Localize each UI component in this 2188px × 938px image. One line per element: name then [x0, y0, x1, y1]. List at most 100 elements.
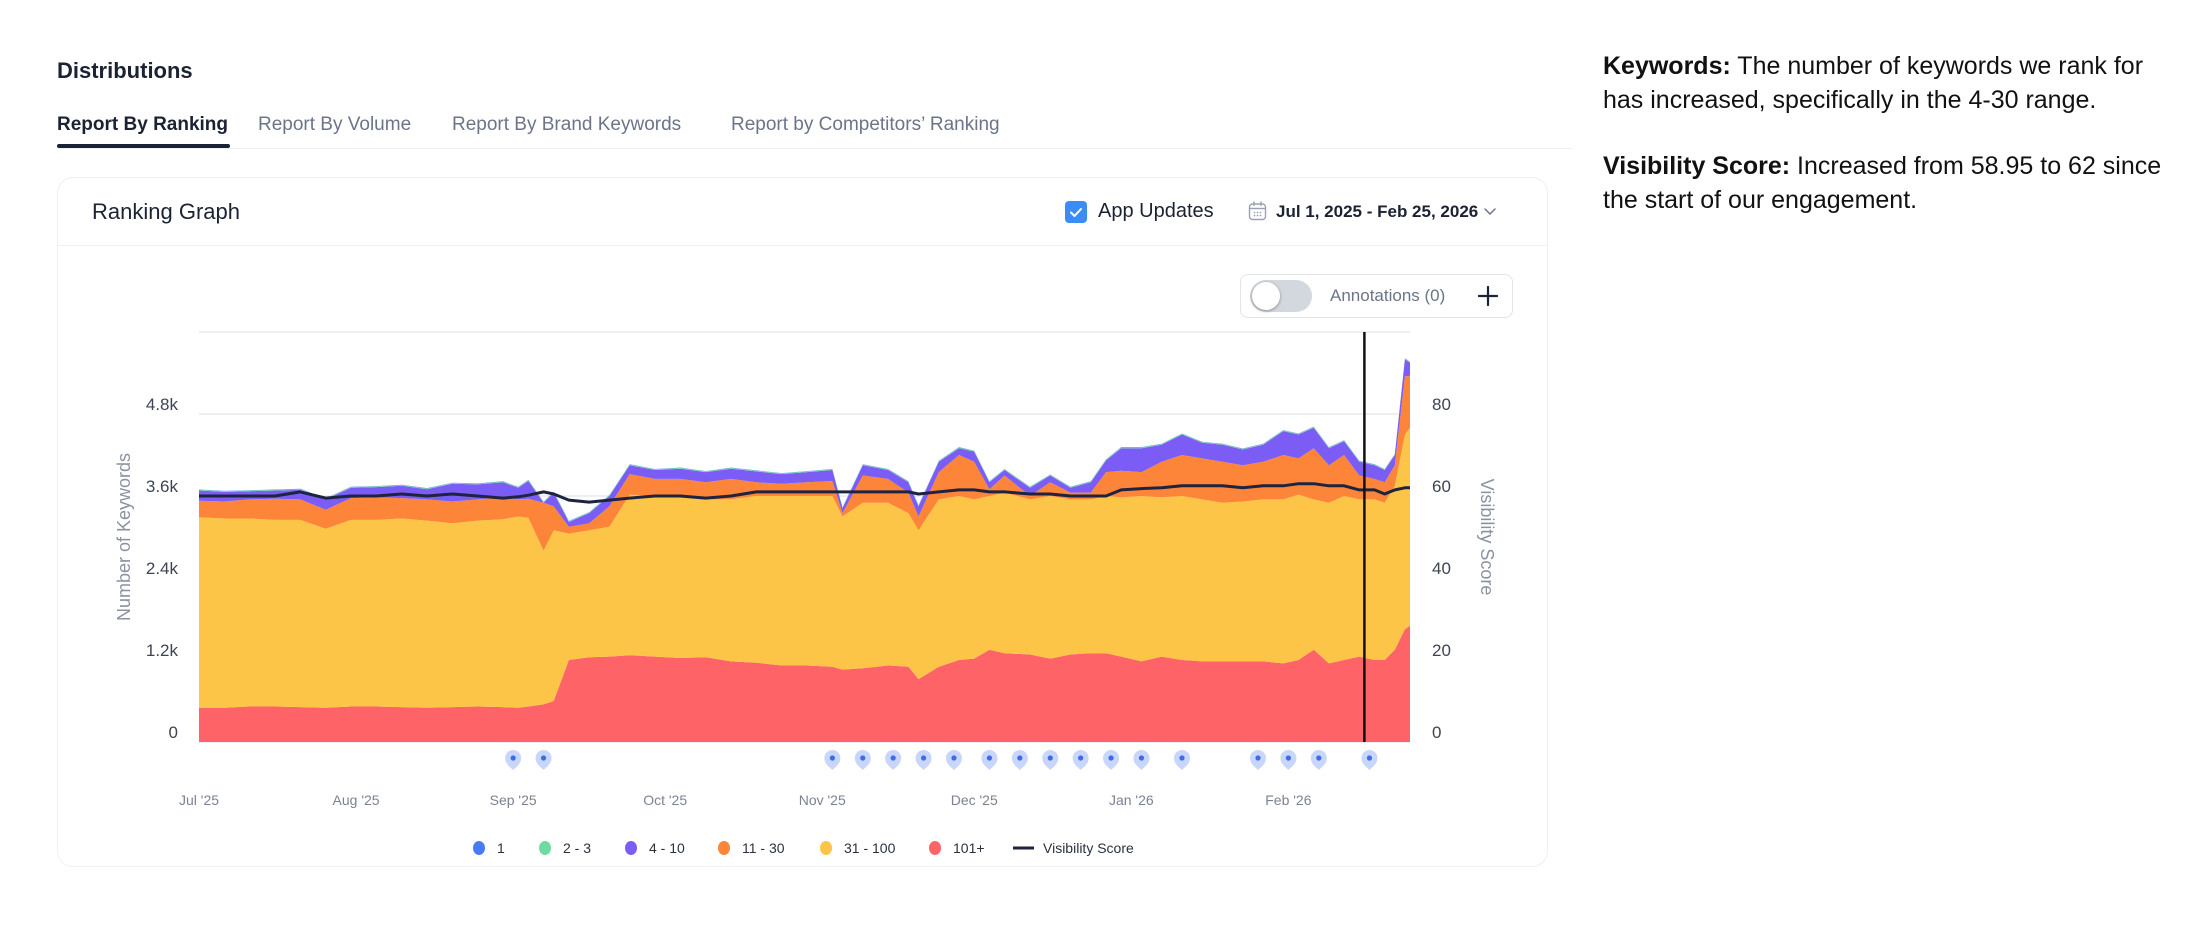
x-tick-label: Jul '25 — [179, 792, 219, 808]
tabs-divider — [57, 148, 1572, 149]
legend-item[interactable]: 4 - 10 — [625, 840, 685, 856]
annotation-pin[interactable] — [505, 750, 522, 770]
annotation-pin[interactable] — [535, 750, 552, 770]
annotation-pin-dot — [1078, 755, 1084, 761]
y-tick-label: 2.4k — [146, 559, 179, 578]
insights-notes: Keywords: The number of keywords we rank… — [1603, 50, 2163, 250]
legend-item[interactable]: 31 - 100 — [820, 840, 896, 856]
checkbox-checked-icon — [1070, 208, 1082, 217]
annotation-pin-dot — [1285, 755, 1291, 761]
annotation-pin[interactable] — [1249, 750, 1266, 770]
annotations-toggle-knob[interactable] — [1252, 282, 1280, 310]
annotation-pin[interactable] — [854, 750, 871, 770]
legend-item[interactable]: 2 - 3 — [539, 840, 591, 856]
y-axis-title: Number of Keywords — [114, 453, 134, 621]
annotation-pin[interactable] — [981, 750, 998, 770]
card-header-divider — [58, 245, 1547, 246]
legend-swatch — [929, 841, 941, 855]
annotation-pin[interactable] — [1173, 750, 1190, 770]
annotation-pin-dot — [1255, 755, 1261, 761]
x-tick-label: Sep '25 — [490, 792, 537, 808]
annotation-pin[interactable] — [1011, 750, 1028, 770]
annotation-pin-dot — [890, 755, 896, 761]
legend-label: Visibility Score — [1043, 840, 1134, 856]
annotation-pin-dot — [951, 755, 957, 761]
tab-report-by-ranking[interactable]: Report By Ranking — [57, 114, 229, 135]
legend: 1 2 - 3 4 - 10 11 - 30 31 - 100 101+ Visibilit… — [473, 840, 1134, 856]
y2-tick-label: 40 — [1432, 559, 1451, 578]
x-tick-label: Jan '26 — [1109, 792, 1154, 808]
annotations-label: Annotations (0) — [1330, 286, 1446, 305]
annotation-pin-dot — [1017, 755, 1023, 761]
stacked-areas — [199, 358, 1410, 742]
legend-swatch — [718, 841, 730, 855]
annotation-pin[interactable] — [1042, 750, 1059, 770]
card-title: Ranking Graph — [92, 199, 240, 224]
annotation-pin[interactable] — [885, 750, 902, 770]
legend-label: 101+ — [953, 840, 985, 856]
tab-report-by-competitors-ranking[interactable]: Report by Competitors’ Ranking — [731, 114, 1000, 135]
annotation-pin-dot — [540, 755, 547, 761]
annotation-pin[interactable] — [1361, 750, 1378, 770]
chevron-down-icon[interactable] — [1483, 204, 1497, 218]
legend-swatch — [539, 841, 551, 855]
annotation-pin-dot — [510, 755, 516, 761]
legend-item[interactable]: 1 — [473, 840, 505, 856]
annotation-pin[interactable] — [1072, 750, 1089, 770]
annotation-pins — [505, 750, 1378, 770]
annotation-pin[interactable] — [945, 750, 962, 770]
legend-item[interactable]: Visibility Score — [1013, 840, 1134, 856]
annotation-pin[interactable] — [1103, 750, 1120, 770]
y-tick-label: 4.8k — [146, 395, 179, 414]
legend-label: 31 - 100 — [844, 840, 896, 856]
annotation-pin-dot — [860, 755, 866, 761]
annotation-pin[interactable] — [1133, 750, 1150, 770]
legend-item[interactable]: 11 - 30 — [718, 840, 785, 856]
keywords-note-text: The number of keywords we rank for has i… — [1603, 52, 2144, 114]
legend-label: 4 - 10 — [649, 840, 685, 856]
area-series-101+ — [199, 625, 1410, 742]
calendar-icon[interactable] — [1248, 201, 1267, 221]
legend-swatch — [625, 841, 637, 855]
annotation-pin-dot — [1138, 755, 1145, 761]
visibility-score-line — [199, 482, 1410, 504]
x-tick-label: Nov '25 — [799, 792, 846, 808]
visibility-note-text: Increased from 58.95 to 62 since the sta… — [1603, 152, 2162, 214]
legend-label: 2 - 3 — [563, 840, 591, 856]
y2-tick-label: 80 — [1432, 395, 1451, 414]
x-tick-label: Oct '25 — [643, 792, 687, 808]
legend-label: 11 - 30 — [742, 840, 785, 856]
annotation-pin-dot — [1047, 755, 1053, 761]
annotation-pin-dot — [920, 755, 927, 761]
legend-swatch — [473, 841, 485, 855]
keywords-note: Keywords: The number of keywords we rank… — [1603, 50, 2163, 117]
tab-report-by-brand-keywords[interactable]: Report By Brand Keywords — [452, 114, 682, 135]
annotation-pin-dot — [829, 755, 835, 761]
date-range-picker[interactable]: Jul 1, 2025 - Feb 25, 2026 — [1276, 202, 1479, 221]
area-series-31-100 — [199, 427, 1410, 708]
legend-item[interactable]: 101+ — [929, 840, 985, 856]
app-updates-checkbox[interactable] — [1065, 201, 1087, 223]
annotation-pin[interactable] — [1280, 750, 1297, 770]
legend-label: 1 — [497, 840, 505, 856]
y-tick-label: 1.2k — [146, 641, 179, 660]
add-annotation-button[interactable] — [1476, 284, 1500, 308]
y2-tick-label: 0 — [1432, 723, 1441, 742]
y-tick-label: 3.6k — [146, 477, 179, 496]
x-tick-label: Feb '26 — [1265, 792, 1311, 808]
annotation-pin[interactable] — [1310, 750, 1327, 770]
plus-icon — [1477, 285, 1499, 307]
legend-swatch — [820, 841, 832, 855]
annotation-pin-dot — [1316, 755, 1322, 761]
app-updates-label[interactable]: App Updates — [1098, 200, 1214, 222]
annotation-pin[interactable] — [915, 750, 932, 770]
annotation-pin-dot — [1108, 755, 1114, 761]
visibility-note: Visibility Score: Increased from 58.95 t… — [1603, 150, 2163, 217]
tab-report-by-volume[interactable]: Report By Volume — [258, 114, 412, 135]
annotation-pin-dot — [1179, 755, 1185, 761]
y2-tick-label: 20 — [1432, 641, 1451, 660]
active-tab-indicator — [57, 144, 230, 148]
annotation-pin[interactable] — [824, 750, 841, 770]
y2-tick-label: 60 — [1432, 477, 1451, 496]
